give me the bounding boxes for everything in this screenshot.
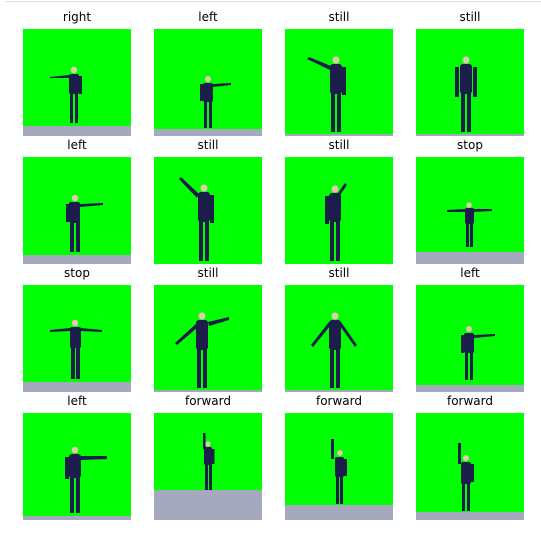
person-figure [50, 66, 82, 123]
frame-label: forward [315, 394, 362, 408]
grid-cell-14: forward [154, 384, 262, 520]
frame-label: left [67, 138, 87, 152]
frame-image [416, 413, 524, 520]
grid-cell-16: forward [416, 384, 524, 520]
frame-image [154, 413, 262, 520]
frame-image [154, 285, 262, 392]
grid-cell-2: left [154, 0, 262, 136]
person-figure [325, 183, 347, 261]
frame-image [23, 413, 131, 520]
grid-cell-1: right [23, 0, 131, 136]
frame-image [285, 413, 393, 520]
grid-cell-10: still [154, 256, 262, 392]
grid-cell-3: still [285, 0, 393, 136]
frame-label: still [197, 266, 219, 280]
person-figure [65, 446, 107, 513]
grid-cell-5: left [23, 128, 131, 264]
person-figure [458, 443, 474, 511]
frame-image [416, 29, 524, 136]
grid-cell-13: left [23, 384, 131, 520]
frame-image [23, 29, 131, 136]
frame-label: left [460, 266, 480, 280]
person-figure [455, 56, 477, 132]
grid-cell-11: still [285, 256, 393, 392]
top-divider [6, 1, 541, 2]
frame-label: still [459, 10, 481, 24]
person-figure [311, 312, 357, 388]
person-figure [175, 312, 229, 388]
person-figure [203, 433, 215, 490]
frame-label: forward [446, 394, 493, 408]
frame-image [154, 157, 262, 264]
frame-label: still [328, 266, 350, 280]
grid-cell-8: stop [416, 128, 524, 264]
grid-cell-6: still [154, 128, 262, 264]
frame-label: forward [184, 394, 231, 408]
frame-label: right [62, 10, 92, 24]
frame-image [154, 29, 262, 136]
grid-cell-4: still [416, 0, 524, 136]
frame-label: left [67, 394, 87, 408]
frame-label: stop [64, 266, 90, 280]
frame-label: left [198, 10, 218, 24]
frame-label: still [197, 138, 219, 152]
frame-image [416, 157, 524, 264]
frame-image [285, 157, 393, 264]
frame-image [285, 285, 393, 392]
frame-label: still [328, 138, 350, 152]
frame-label: still [328, 10, 350, 24]
grid-cell-9: stop [23, 256, 131, 392]
grid-cell-12: left [416, 256, 524, 392]
frame-image [285, 29, 393, 136]
person-figure [331, 439, 347, 504]
person-figure [200, 76, 231, 128]
grid-cell-7: still [285, 128, 393, 264]
person-figure [50, 319, 102, 379]
person-figure [66, 194, 103, 252]
grid-cell-15: forward [285, 384, 393, 520]
person-figure [179, 177, 214, 261]
frame-image [416, 285, 524, 392]
person-figure [307, 56, 346, 132]
frame-image [23, 285, 131, 392]
person-figure [461, 326, 495, 380]
frame-label: stop [457, 138, 483, 152]
frame-image [23, 157, 131, 264]
person-figure [447, 202, 492, 247]
